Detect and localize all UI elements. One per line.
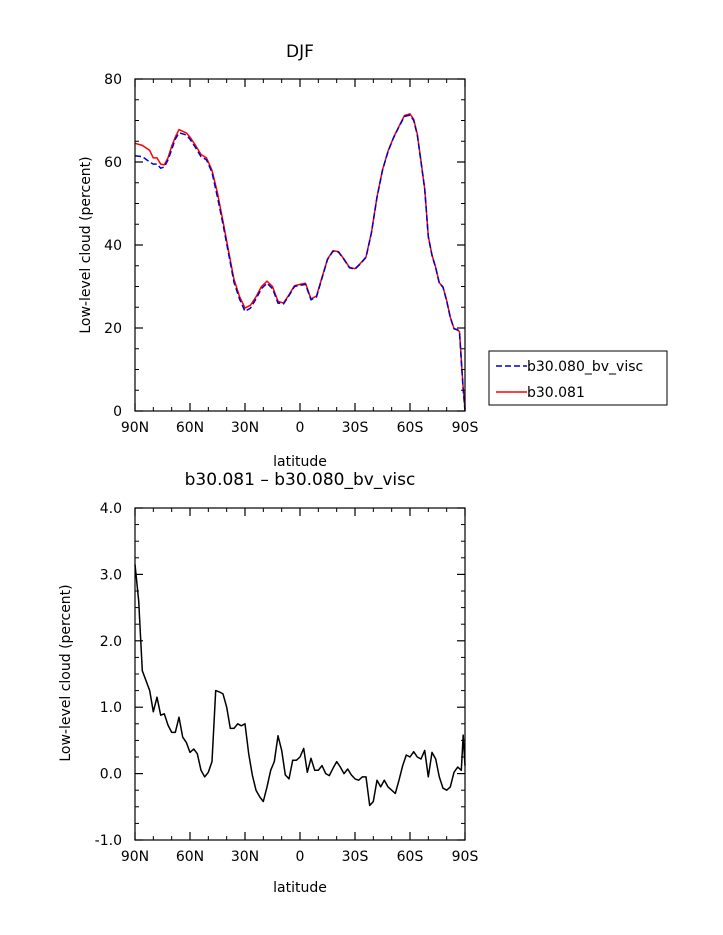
legend-box (488, 350, 668, 406)
chart-bottom-series-1-line (134, 564, 466, 807)
chart-top-ytick-label: 40 (104, 238, 122, 254)
chart-top-xtick-label: 90N (121, 420, 149, 436)
chart-bottom-ytick-label: 2.0 (100, 634, 122, 650)
chart-top-xtick-label: 30N (231, 420, 259, 436)
chart-top-xtick-label: 60S (397, 420, 424, 436)
legend-label-series-1: b30.080_bv_visc (527, 359, 643, 375)
chart-bottom-ytick-label: 3.0 (100, 567, 122, 583)
chart-bottom-xtick-label: 60N (176, 849, 204, 865)
chart-bottom-xtick-label: 60S (397, 849, 424, 865)
chart-top-ytick-label: 0 (113, 404, 122, 420)
chart-bottom-ytick-label: 0.0 (100, 767, 122, 783)
chart-top: DJF Low-level cloud (percent) latitude 9… (78, 42, 668, 470)
chart-top-title: DJF (286, 42, 314, 62)
chart-bottom-xtick-label: 30S (342, 849, 369, 865)
chart-top-xtick-label: 30S (342, 420, 369, 436)
chart-top-xtick-label: 0 (296, 420, 305, 436)
chart-bottom-xlabel: latitude (273, 880, 327, 896)
chart-top-xtick-label: 60N (176, 420, 204, 436)
chart-top-ytick-label: 20 (104, 321, 122, 337)
chart-top-series-2-line (134, 114, 466, 412)
chart-bottom-xtick-label: 90N (121, 849, 149, 865)
legend-label-series-2: b30.081 (527, 385, 585, 401)
chart-bottom-frame (134, 507, 466, 841)
chart-top-ylabel: Low-level cloud (percent) (78, 156, 94, 333)
chart-bottom-title: b30.081 – b30.080_bv_visc (185, 470, 416, 490)
chart-top-xlabel: latitude (273, 454, 327, 470)
chart-bottom: b30.081 – b30.080_bv_visc Low-level clou… (58, 470, 478, 896)
chart-bottom-xtick-label: 30N (231, 849, 259, 865)
chart-top-xtick-label: 90S (452, 420, 479, 436)
chart-top-ytick-label: 80 (104, 72, 122, 88)
chart-bottom-xtick-label: 0 (296, 849, 305, 865)
chart-top-series-1-line (134, 113, 466, 409)
chart-bottom-ylabel: Low-level cloud (percent) (58, 584, 74, 761)
chart-top-legend: b30.080_bv_visc b30.081 (488, 350, 668, 406)
chart-bottom-ytick-label: 1.0 (100, 700, 122, 716)
chart-bottom-xtick-label: 90S (452, 849, 479, 865)
chart-bottom-ytick-label: 4.0 (100, 501, 122, 517)
chart-top-ytick-label: 60 (104, 155, 122, 171)
chart-bottom-ytick-label: -1.0 (95, 833, 122, 849)
